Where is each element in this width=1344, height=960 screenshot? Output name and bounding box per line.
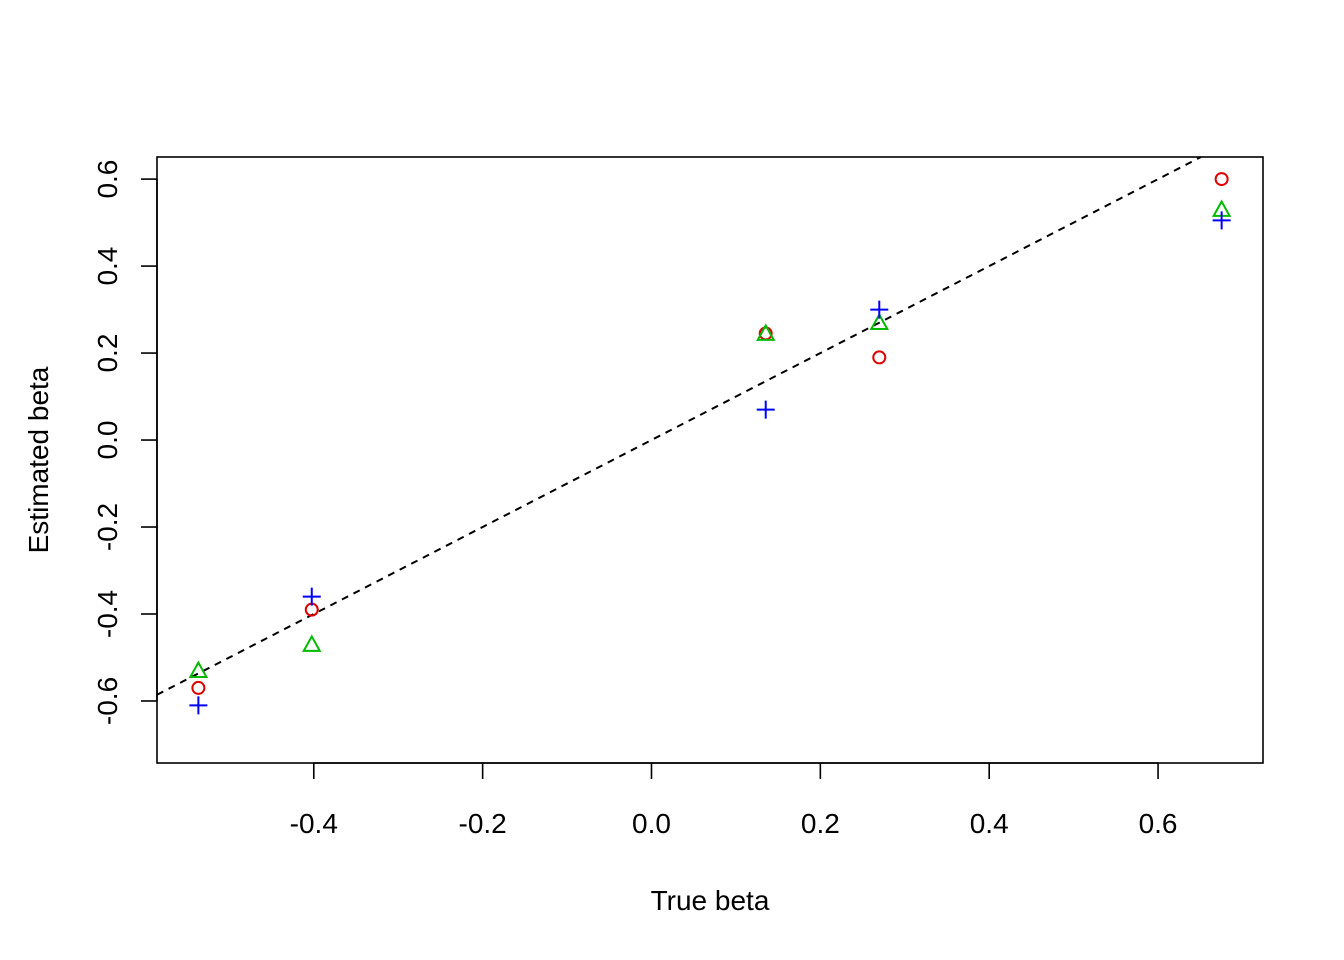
circle-point <box>1214 172 1229 187</box>
y-tick-label: -0.6 <box>92 677 123 725</box>
x-tick-label: 0.0 <box>632 808 671 839</box>
data-points <box>188 172 1232 715</box>
plus-point <box>189 696 208 715</box>
x-tick-label: 0.6 <box>1139 808 1178 839</box>
x-tick-label: 0.4 <box>970 808 1009 839</box>
triangle-point <box>756 323 776 341</box>
x-axis: -0.4 -0.2 0.0 0.2 0.4 0.6 <box>290 762 1178 839</box>
plus-point <box>870 300 889 319</box>
triangle-point <box>869 312 889 331</box>
y-tick-label: 0.4 <box>92 247 123 286</box>
y-axis-title: Estimated beta <box>23 366 54 553</box>
y-tick-label: 0.0 <box>92 421 123 460</box>
circle-point <box>872 350 887 365</box>
triangle-point <box>302 634 322 652</box>
y-tick-label: 0.2 <box>92 334 123 373</box>
triangle-point <box>188 660 209 678</box>
x-tick-label: -0.4 <box>290 808 338 839</box>
y-tick-label: -0.4 <box>92 590 123 638</box>
reference-line <box>156 156 1202 696</box>
y-axis: -0.6 -0.4 -0.2 0.0 0.2 0.4 0.6 <box>92 160 158 725</box>
circle-point <box>191 680 206 695</box>
reference-line-layer <box>156 156 1202 696</box>
y-tick-label: 0.6 <box>92 160 123 199</box>
plus-point <box>756 400 775 419</box>
plus-point <box>1212 211 1231 230</box>
x-axis-title: True beta <box>651 885 770 916</box>
y-tick-label: -0.2 <box>92 503 123 551</box>
plus-point <box>302 587 321 606</box>
plot-frame <box>156 156 1264 764</box>
x-tick-label: -0.2 <box>459 808 507 839</box>
x-tick-label: 0.2 <box>801 808 840 839</box>
